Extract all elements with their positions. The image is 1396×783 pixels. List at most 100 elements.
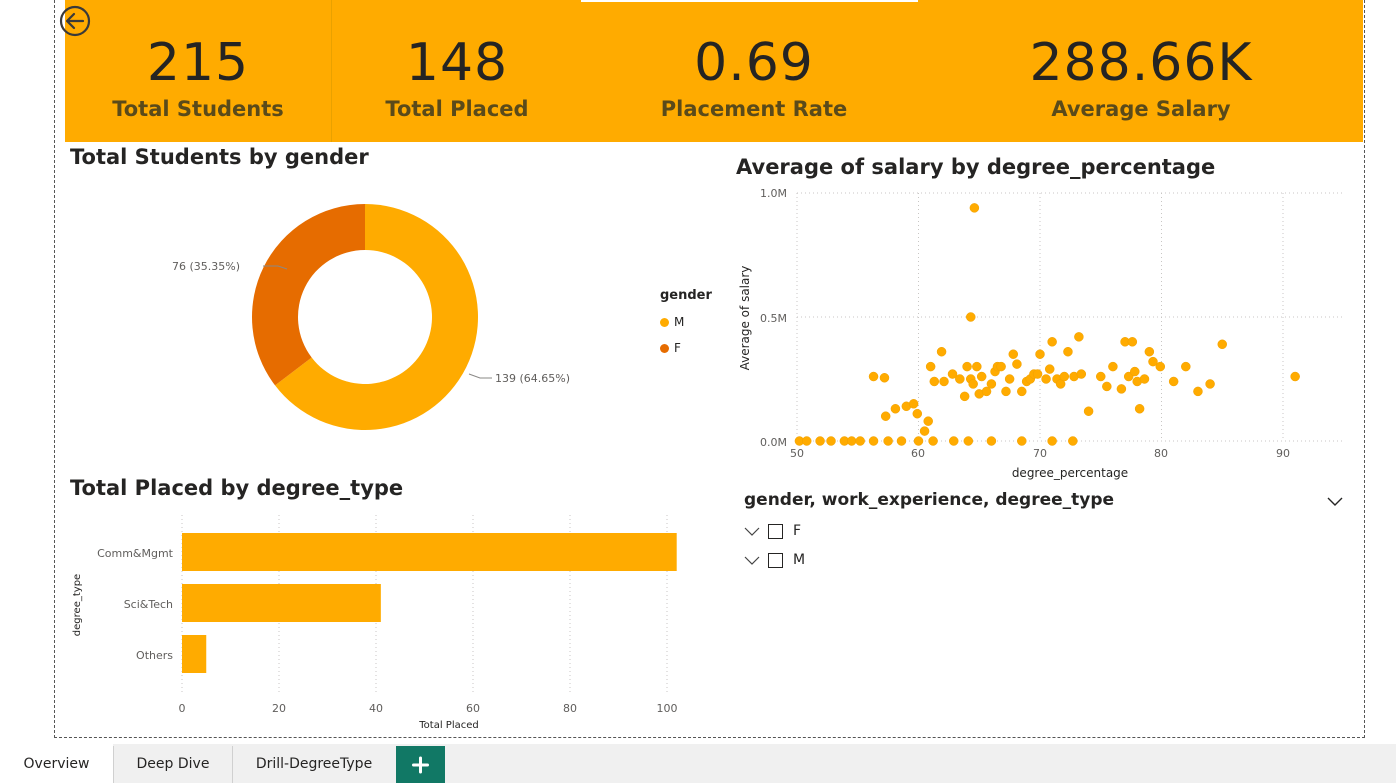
- scatter-point[interactable]: [1168, 376, 1179, 387]
- bar-comm-mgmt[interactable]: [182, 533, 677, 571]
- scatter-point[interactable]: [986, 379, 997, 389]
- legend-item-m[interactable]: M: [660, 309, 712, 335]
- bar-others[interactable]: [182, 635, 207, 673]
- scatter-point[interactable]: [815, 436, 825, 446]
- bar-sci-tech[interactable]: [182, 584, 381, 622]
- scatter-point[interactable]: [1096, 371, 1106, 382]
- scatter-point[interactable]: [1001, 386, 1011, 397]
- scatter-point[interactable]: [1044, 364, 1055, 374]
- scatter-point[interactable]: [1008, 349, 1019, 359]
- scatter-point[interactable]: [1290, 371, 1300, 382]
- scatter-point[interactable]: [1047, 436, 1057, 446]
- scatter-point[interactable]: [913, 436, 924, 446]
- scatter-point[interactable]: [1041, 374, 1051, 384]
- scatter-point[interactable]: [1217, 339, 1227, 350]
- scatter-point[interactable]: [801, 436, 812, 446]
- scatter-chart[interactable]: 1.0M 0.5M 0.0M 50 60 70 80 90 degree_per…: [730, 183, 1360, 483]
- scatter-point[interactable]: [1068, 436, 1078, 446]
- scatter-point[interactable]: [947, 369, 958, 379]
- scatter-point[interactable]: [996, 361, 1006, 372]
- scatter-point[interactable]: [925, 361, 936, 372]
- scatter-point[interactable]: [908, 399, 919, 409]
- scatter-point[interactable]: [846, 436, 857, 446]
- scatter-point[interactable]: [1205, 379, 1215, 389]
- scatter-point[interactable]: [968, 379, 978, 389]
- scatter-point[interactable]: [1032, 369, 1043, 379]
- scatter-point[interactable]: [1148, 356, 1158, 367]
- kpi-card-placement-rate[interactable]: 0.69 Placement Rate: [583, 30, 925, 122]
- scatter-point[interactable]: [868, 436, 879, 446]
- scatter-point[interactable]: [976, 371, 987, 382]
- scatter-point[interactable]: [1035, 349, 1045, 359]
- scatter-point[interactable]: [962, 361, 972, 372]
- scatter-point[interactable]: [939, 376, 949, 387]
- bar-chart[interactable]: Comm&Mgmt Sci&Tech Others 0 20 40 60 80 …: [65, 510, 695, 735]
- slicer-item-f[interactable]: F: [744, 523, 801, 539]
- scatter-point[interactable]: [948, 436, 959, 446]
- kpi-card-average-salary[interactable]: 288.66K Average Salary: [925, 30, 1357, 122]
- checkbox[interactable]: [768, 552, 783, 568]
- scatter-point[interactable]: [883, 436, 893, 446]
- scatter-point[interactable]: [868, 371, 879, 382]
- scatter-point[interactable]: [1130, 366, 1140, 377]
- scatter-point[interactable]: [923, 416, 933, 426]
- scatter-point[interactable]: [1063, 346, 1073, 357]
- scatter-point[interactable]: [1102, 381, 1112, 392]
- kpi-card-total-placed[interactable]: 148 Total Placed: [331, 30, 583, 122]
- scatter-point[interactable]: [880, 411, 891, 421]
- donut-slice-m[interactable]: [275, 204, 478, 430]
- scatter-point[interactable]: [969, 203, 980, 213]
- scatter-point[interactable]: [1134, 404, 1145, 414]
- scatter-point[interactable]: [929, 376, 940, 387]
- scatter-point[interactable]: [1108, 361, 1118, 372]
- checkbox[interactable]: [768, 523, 783, 539]
- scatter-point[interactable]: [981, 386, 992, 397]
- scatter-point[interactable]: [826, 436, 836, 446]
- chevron-down-icon[interactable]: [1326, 492, 1344, 510]
- tab-deep-dive[interactable]: Deep Dive: [114, 744, 232, 783]
- scatter-point[interactable]: [890, 404, 901, 414]
- scatter-point[interactable]: [986, 436, 997, 446]
- scatter-point[interactable]: [1059, 371, 1070, 382]
- legend-item-f[interactable]: F: [660, 335, 712, 361]
- plus-icon[interactable]: [396, 746, 445, 783]
- tab-overview[interactable]: Overview: [0, 744, 113, 783]
- scatter-point[interactable]: [1116, 384, 1127, 394]
- back-arrow-icon[interactable]: [58, 4, 92, 38]
- scatter-point[interactable]: [1181, 361, 1191, 372]
- scatter-point[interactable]: [965, 312, 976, 322]
- scatter-point[interactable]: [912, 408, 923, 419]
- scatter-point[interactable]: [1047, 337, 1057, 347]
- tab-drill-degreetype[interactable]: Drill-DegreeType: [233, 744, 395, 783]
- scatter-point[interactable]: [959, 391, 970, 402]
- scatter-point[interactable]: [972, 361, 982, 372]
- y-tick: 0.5M: [760, 312, 787, 325]
- scatter-point[interactable]: [1017, 436, 1027, 446]
- scatter-point[interactable]: [1083, 406, 1094, 416]
- donut-slice-f[interactable]: [252, 204, 365, 386]
- scatter-point[interactable]: [963, 436, 974, 446]
- scatter-point[interactable]: [879, 373, 890, 383]
- scatter-point[interactable]: [1139, 374, 1150, 384]
- scatter-point[interactable]: [1004, 374, 1015, 384]
- scatter-point[interactable]: [1074, 332, 1084, 342]
- scatter-point[interactable]: [896, 436, 907, 446]
- scatter-point[interactable]: [1012, 359, 1022, 369]
- scatter-point[interactable]: [1144, 346, 1155, 357]
- donut-chart[interactable]: 76 (35.35%) 139 (64.65%): [150, 200, 600, 450]
- scatter-point[interactable]: [919, 426, 930, 436]
- scatter-point[interactable]: [1017, 386, 1027, 397]
- scatter-point[interactable]: [1076, 369, 1087, 379]
- scatter-point[interactable]: [936, 346, 947, 357]
- kpi-card-total-students[interactable]: 215 Total Students: [65, 30, 331, 122]
- chevron-down-icon[interactable]: [744, 553, 760, 567]
- scatter-point[interactable]: [928, 436, 938, 446]
- scatter-point[interactable]: [1155, 361, 1166, 372]
- scatter-point[interactable]: [1193, 386, 1203, 397]
- scatter-point[interactable]: [955, 374, 965, 384]
- chevron-down-icon[interactable]: [744, 524, 760, 538]
- scatter-point[interactable]: [855, 436, 865, 446]
- kpi-divider: [331, 0, 332, 142]
- scatter-point[interactable]: [1127, 337, 1138, 347]
- slicer-item-m[interactable]: M: [744, 552, 805, 568]
